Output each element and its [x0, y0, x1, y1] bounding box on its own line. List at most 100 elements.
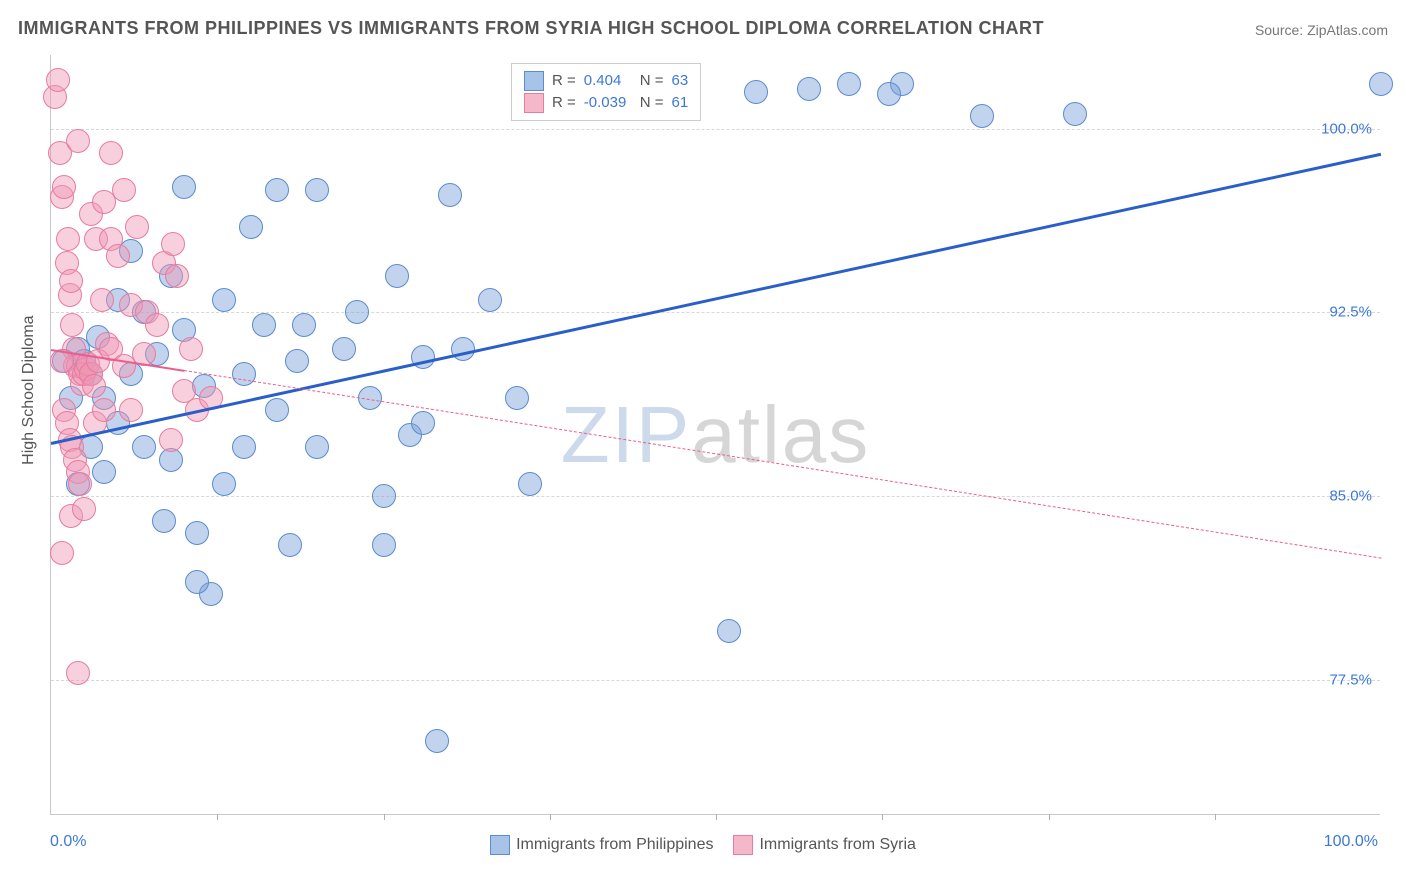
trend-line: [51, 153, 1382, 445]
scatter-point-syria: [165, 264, 189, 288]
r-value: -0.039: [584, 92, 632, 114]
scatter-point-philippines: [252, 313, 276, 337]
n-label: N =: [640, 70, 664, 92]
scatter-point-philippines: [478, 288, 502, 312]
legend-row-syria: R = -0.039 N = 61: [524, 92, 688, 114]
scatter-point-syria: [90, 288, 114, 312]
scatter-point-syria: [159, 428, 183, 452]
scatter-point-philippines: [292, 313, 316, 337]
scatter-point-philippines: [285, 349, 309, 373]
gridline: [51, 312, 1380, 313]
y-axis-tick-label: 77.5%: [1329, 672, 1372, 689]
scatter-point-philippines: [239, 215, 263, 239]
scatter-point-syria: [46, 68, 70, 92]
chart-title: IMMIGRANTS FROM PHILIPPINES VS IMMIGRANT…: [18, 18, 1044, 39]
scatter-point-philippines: [1369, 72, 1393, 96]
correlation-legend: R = 0.404 N = 63 R = -0.039 N = 61: [511, 63, 701, 121]
series-legend: Immigrants from Philippines Immigrants f…: [0, 835, 1406, 855]
chart-container: IMMIGRANTS FROM PHILIPPINES VS IMMIGRANT…: [0, 0, 1406, 892]
scatter-point-syria: [68, 472, 92, 496]
scatter-point-philippines: [212, 288, 236, 312]
scatter-point-philippines: [212, 472, 236, 496]
n-value: 61: [672, 92, 689, 114]
scatter-point-syria: [52, 175, 76, 199]
scatter-point-syria: [66, 661, 90, 685]
r-label: R =: [552, 92, 576, 114]
scatter-point-philippines: [518, 472, 542, 496]
scatter-point-syria: [145, 313, 169, 337]
scatter-point-philippines: [152, 509, 176, 533]
scatter-point-philippines: [372, 533, 396, 557]
y-axis-tick-label: 92.5%: [1329, 304, 1372, 321]
legend-label: Immigrants from Syria: [759, 836, 915, 854]
x-axis-tick: [550, 814, 551, 820]
scatter-point-syria: [82, 374, 106, 398]
scatter-point-syria: [99, 141, 123, 165]
scatter-point-syria: [125, 215, 149, 239]
x-axis-tick: [716, 814, 717, 820]
scatter-point-philippines: [172, 175, 196, 199]
scatter-point-philippines: [877, 82, 901, 106]
scatter-point-philippines: [505, 386, 529, 410]
scatter-point-syria: [161, 232, 185, 256]
scatter-point-philippines: [451, 337, 475, 361]
scatter-point-philippines: [717, 619, 741, 643]
gridline: [51, 680, 1380, 681]
legend-item-philippines: Immigrants from Philippines: [490, 835, 713, 855]
n-value: 63: [672, 70, 689, 92]
scatter-point-philippines: [1063, 102, 1087, 126]
trend-line: [184, 370, 1381, 559]
scatter-point-syria: [179, 337, 203, 361]
r-value: 0.404: [584, 70, 632, 92]
scatter-point-philippines: [305, 435, 329, 459]
scatter-point-philippines: [970, 104, 994, 128]
scatter-point-philippines: [411, 411, 435, 435]
scatter-point-syria: [119, 398, 143, 422]
scatter-point-syria: [59, 269, 83, 293]
scatter-point-syria: [66, 129, 90, 153]
scatter-point-syria: [72, 497, 96, 521]
scatter-point-philippines: [744, 80, 768, 104]
x-axis-tick: [1215, 814, 1216, 820]
scatter-point-philippines: [278, 533, 302, 557]
scatter-point-philippines: [438, 183, 462, 207]
x-axis-tick: [882, 814, 883, 820]
gridline: [51, 129, 1380, 130]
legend-label: Immigrants from Philippines: [516, 836, 713, 854]
scatter-point-philippines: [425, 729, 449, 753]
source-attribution: Source: ZipAtlas.com: [1255, 22, 1388, 38]
x-axis-tick: [1049, 814, 1050, 820]
watermark: ZIPatlas: [561, 389, 870, 481]
scatter-point-syria: [50, 541, 74, 565]
scatter-point-syria: [92, 190, 116, 214]
scatter-point-philippines: [345, 300, 369, 324]
scatter-point-syria: [60, 313, 84, 337]
plot-area: ZIPatlas R = 0.404 N = 63 R = -0.039 N =…: [50, 55, 1380, 815]
y-axis-tick-label: 100.0%: [1321, 120, 1372, 137]
y-axis-tick-label: 85.0%: [1329, 488, 1372, 505]
gridline: [51, 496, 1380, 497]
scatter-point-philippines: [372, 484, 396, 508]
scatter-point-philippines: [185, 521, 209, 545]
scatter-point-philippines: [92, 460, 116, 484]
scatter-point-philippines: [232, 362, 256, 386]
scatter-point-philippines: [837, 72, 861, 96]
r-label: R =: [552, 70, 576, 92]
scatter-point-philippines: [305, 178, 329, 202]
n-label: N =: [640, 92, 664, 114]
scatter-point-syria: [106, 244, 130, 268]
legend-item-syria: Immigrants from Syria: [733, 835, 915, 855]
scatter-point-philippines: [332, 337, 356, 361]
scatter-point-philippines: [185, 570, 209, 594]
scatter-point-philippines: [132, 435, 156, 459]
scatter-point-syria: [92, 398, 116, 422]
y-axis-title: High School Diploma: [20, 315, 38, 464]
x-axis-tick: [217, 814, 218, 820]
swatch-philippines: [490, 835, 510, 855]
scatter-point-philippines: [385, 264, 409, 288]
scatter-point-syria: [56, 227, 80, 251]
scatter-point-philippines: [232, 435, 256, 459]
swatch-syria: [733, 835, 753, 855]
scatter-point-philippines: [265, 178, 289, 202]
legend-row-philippines: R = 0.404 N = 63: [524, 70, 688, 92]
